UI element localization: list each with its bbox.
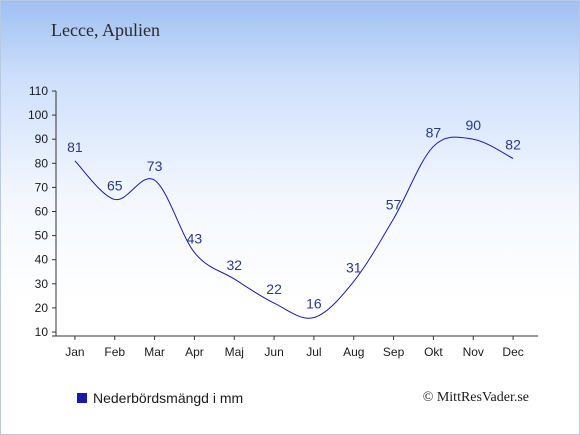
legend: Nederbördsmängd i mm — [77, 390, 243, 406]
x-tick-label: Okt — [424, 345, 443, 359]
legend-label: Nederbördsmängd i mm — [93, 390, 244, 406]
y-tick-label: 10 — [35, 325, 49, 339]
x-tick-label: Nov — [463, 345, 484, 359]
y-tick-label: 50 — [35, 229, 49, 243]
data-label: 57 — [386, 197, 402, 213]
y-tick-label: 20 — [35, 301, 49, 315]
chart-title: Lecce, Apulien — [51, 20, 160, 40]
y-tick-label: 70 — [35, 180, 49, 194]
x-tick-label: Feb — [104, 345, 125, 359]
y-tick-label: 40 — [35, 253, 49, 267]
x-tick-label: Jun — [264, 345, 283, 359]
y-tick-label: 100 — [28, 108, 48, 122]
data-label: 81 — [67, 139, 83, 155]
data-label: 32 — [226, 257, 242, 273]
x-tick-label: Apr — [185, 345, 204, 359]
x-tick-label: Dec — [502, 345, 523, 359]
x-tick-label: Jul — [306, 345, 321, 359]
x-tick-label: Mar — [144, 345, 165, 359]
data-label: 82 — [505, 136, 521, 152]
x-tick-label: Aug — [343, 345, 364, 359]
data-label: 43 — [187, 230, 203, 246]
y-tick-label: 60 — [35, 205, 49, 219]
x-tick-label: Sep — [383, 345, 405, 359]
copyright-text: © MittResVader.se — [422, 390, 529, 405]
y-tick-label: 90 — [35, 132, 49, 146]
y-tick-label: 110 — [29, 84, 48, 98]
x-tick-label: Jan — [65, 345, 84, 359]
data-label: 90 — [465, 117, 481, 133]
y-tick-label: 30 — [35, 277, 49, 291]
data-label: 16 — [306, 296, 322, 312]
data-label: 87 — [426, 124, 442, 140]
y-tick-label: 80 — [35, 156, 49, 170]
data-label: 65 — [107, 177, 123, 193]
data-label: 31 — [346, 259, 362, 275]
legend-swatch — [77, 393, 87, 403]
data-label: 73 — [147, 158, 163, 174]
x-tick-label: Maj — [225, 345, 244, 359]
series-line — [74, 136, 514, 319]
data-label: 22 — [266, 281, 282, 297]
